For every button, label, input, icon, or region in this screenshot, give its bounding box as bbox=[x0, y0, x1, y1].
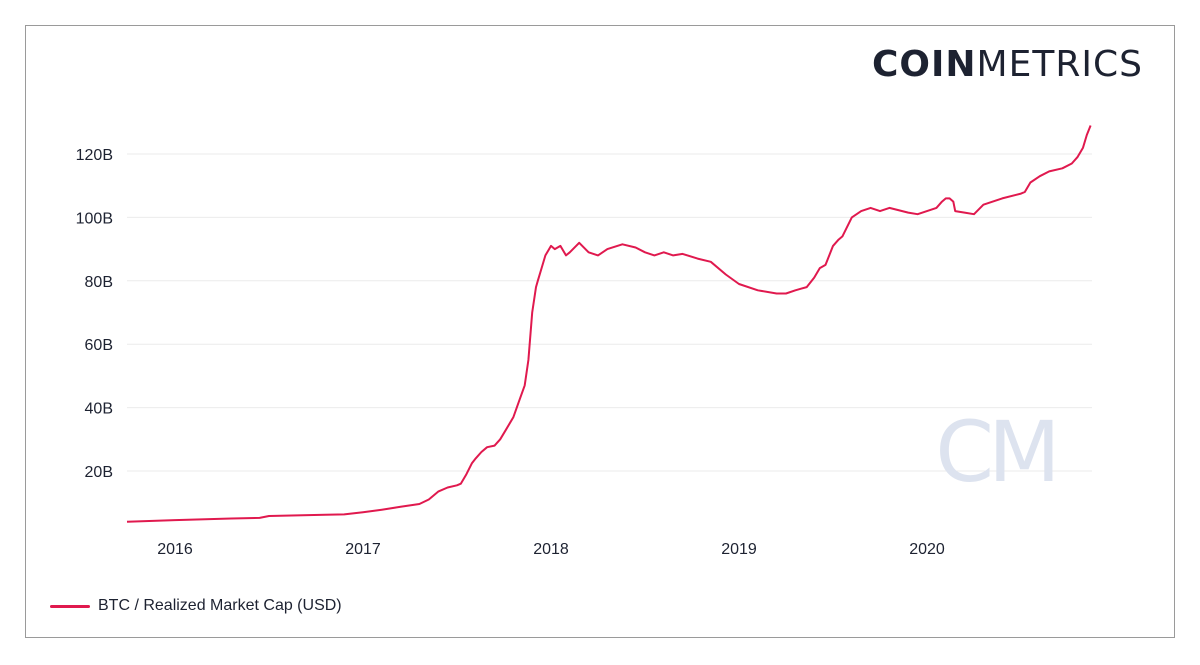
logo-light-text: METRICS bbox=[976, 44, 1143, 85]
y-tick-label: 40B bbox=[85, 401, 113, 418]
y-tick-label: 60B bbox=[85, 337, 113, 354]
y-tick-label: 20B bbox=[85, 464, 113, 481]
y-tick-label: 80B bbox=[85, 274, 113, 291]
watermark: CM bbox=[935, 403, 1060, 501]
y-tick-label: 120B bbox=[76, 147, 113, 164]
y-axis-ticks: 20B 40B 60B 80B 100B 120B bbox=[76, 147, 113, 481]
legend-label: BTC / Realized Market Cap (USD) bbox=[98, 597, 342, 614]
logo-bold-text: COIN bbox=[872, 44, 977, 85]
x-tick-label: 2016 bbox=[157, 541, 193, 558]
grid-lines bbox=[127, 153, 1092, 472]
coinmetrics-logo: COINMETRICS bbox=[872, 44, 1143, 85]
x-tick-label: 2019 bbox=[721, 541, 757, 558]
chart-frame bbox=[25, 25, 1175, 638]
y-tick-label: 100B bbox=[76, 210, 113, 227]
series-layer bbox=[126, 125, 1092, 523]
x-tick-label: 2017 bbox=[345, 541, 381, 558]
x-tick-label: 2020 bbox=[909, 541, 945, 558]
x-tick-label: 2018 bbox=[533, 541, 569, 558]
legend[interactable]: BTC / Realized Market Cap (USD) bbox=[50, 596, 342, 616]
x-axis-ticks: 2016 2017 2018 2019 2020 bbox=[157, 541, 945, 558]
watermark-text: CM bbox=[935, 403, 1054, 501]
legend-swatch bbox=[50, 604, 90, 608]
series-line-btc-realized-market-cap[interactable] bbox=[126, 125, 1092, 523]
